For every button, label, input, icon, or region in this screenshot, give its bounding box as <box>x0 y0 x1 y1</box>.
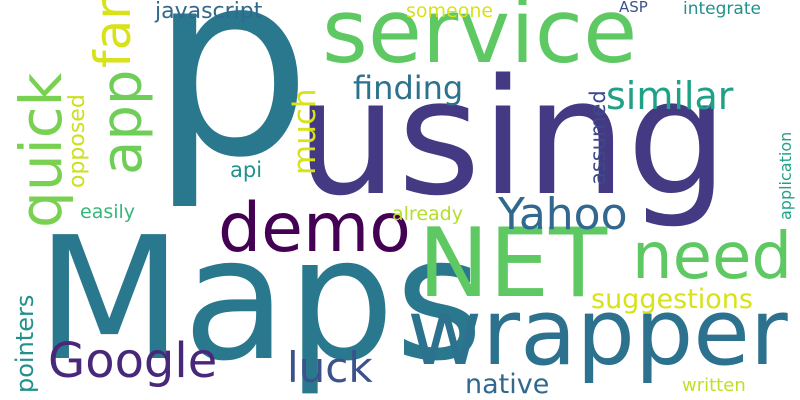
word-native: native <box>465 369 550 400</box>
word-need: need <box>632 220 792 294</box>
word-already: already <box>392 203 463 225</box>
word-net: NET <box>418 209 608 319</box>
word-pointers: pointers <box>11 294 39 393</box>
word-similar: similar <box>606 74 734 118</box>
word-finding: finding <box>353 69 464 107</box>
word-wrapper: wrapper <box>407 279 788 386</box>
word-app: app <box>90 69 155 175</box>
word-someone: someone <box>406 0 494 22</box>
word-far: far <box>84 0 142 68</box>
word-javascript: javascript <box>155 0 263 24</box>
word-google: Google <box>48 333 218 389</box>
word-assumed: assumed <box>586 90 610 185</box>
word-opposed: opposed <box>65 94 90 188</box>
word-suggestions: suggestions <box>591 284 753 315</box>
word-yahoo: Yahoo <box>498 189 628 240</box>
word-integrate: integrate <box>683 0 761 19</box>
word-easily: easily <box>80 201 136 223</box>
word-service: service <box>322 0 638 83</box>
word-p: p <box>150 0 312 214</box>
word-asp: ASP <box>619 0 648 16</box>
word-much: much <box>287 88 323 175</box>
word-demo: demo <box>218 189 411 268</box>
word-application: application <box>776 131 795 220</box>
word-using: using <box>296 44 729 231</box>
word-written: written <box>682 375 746 396</box>
word-quick: quick <box>7 72 75 228</box>
word-luck: luck <box>287 343 373 392</box>
word-api: api <box>230 158 263 182</box>
word-maps: Maps <box>36 201 484 399</box>
